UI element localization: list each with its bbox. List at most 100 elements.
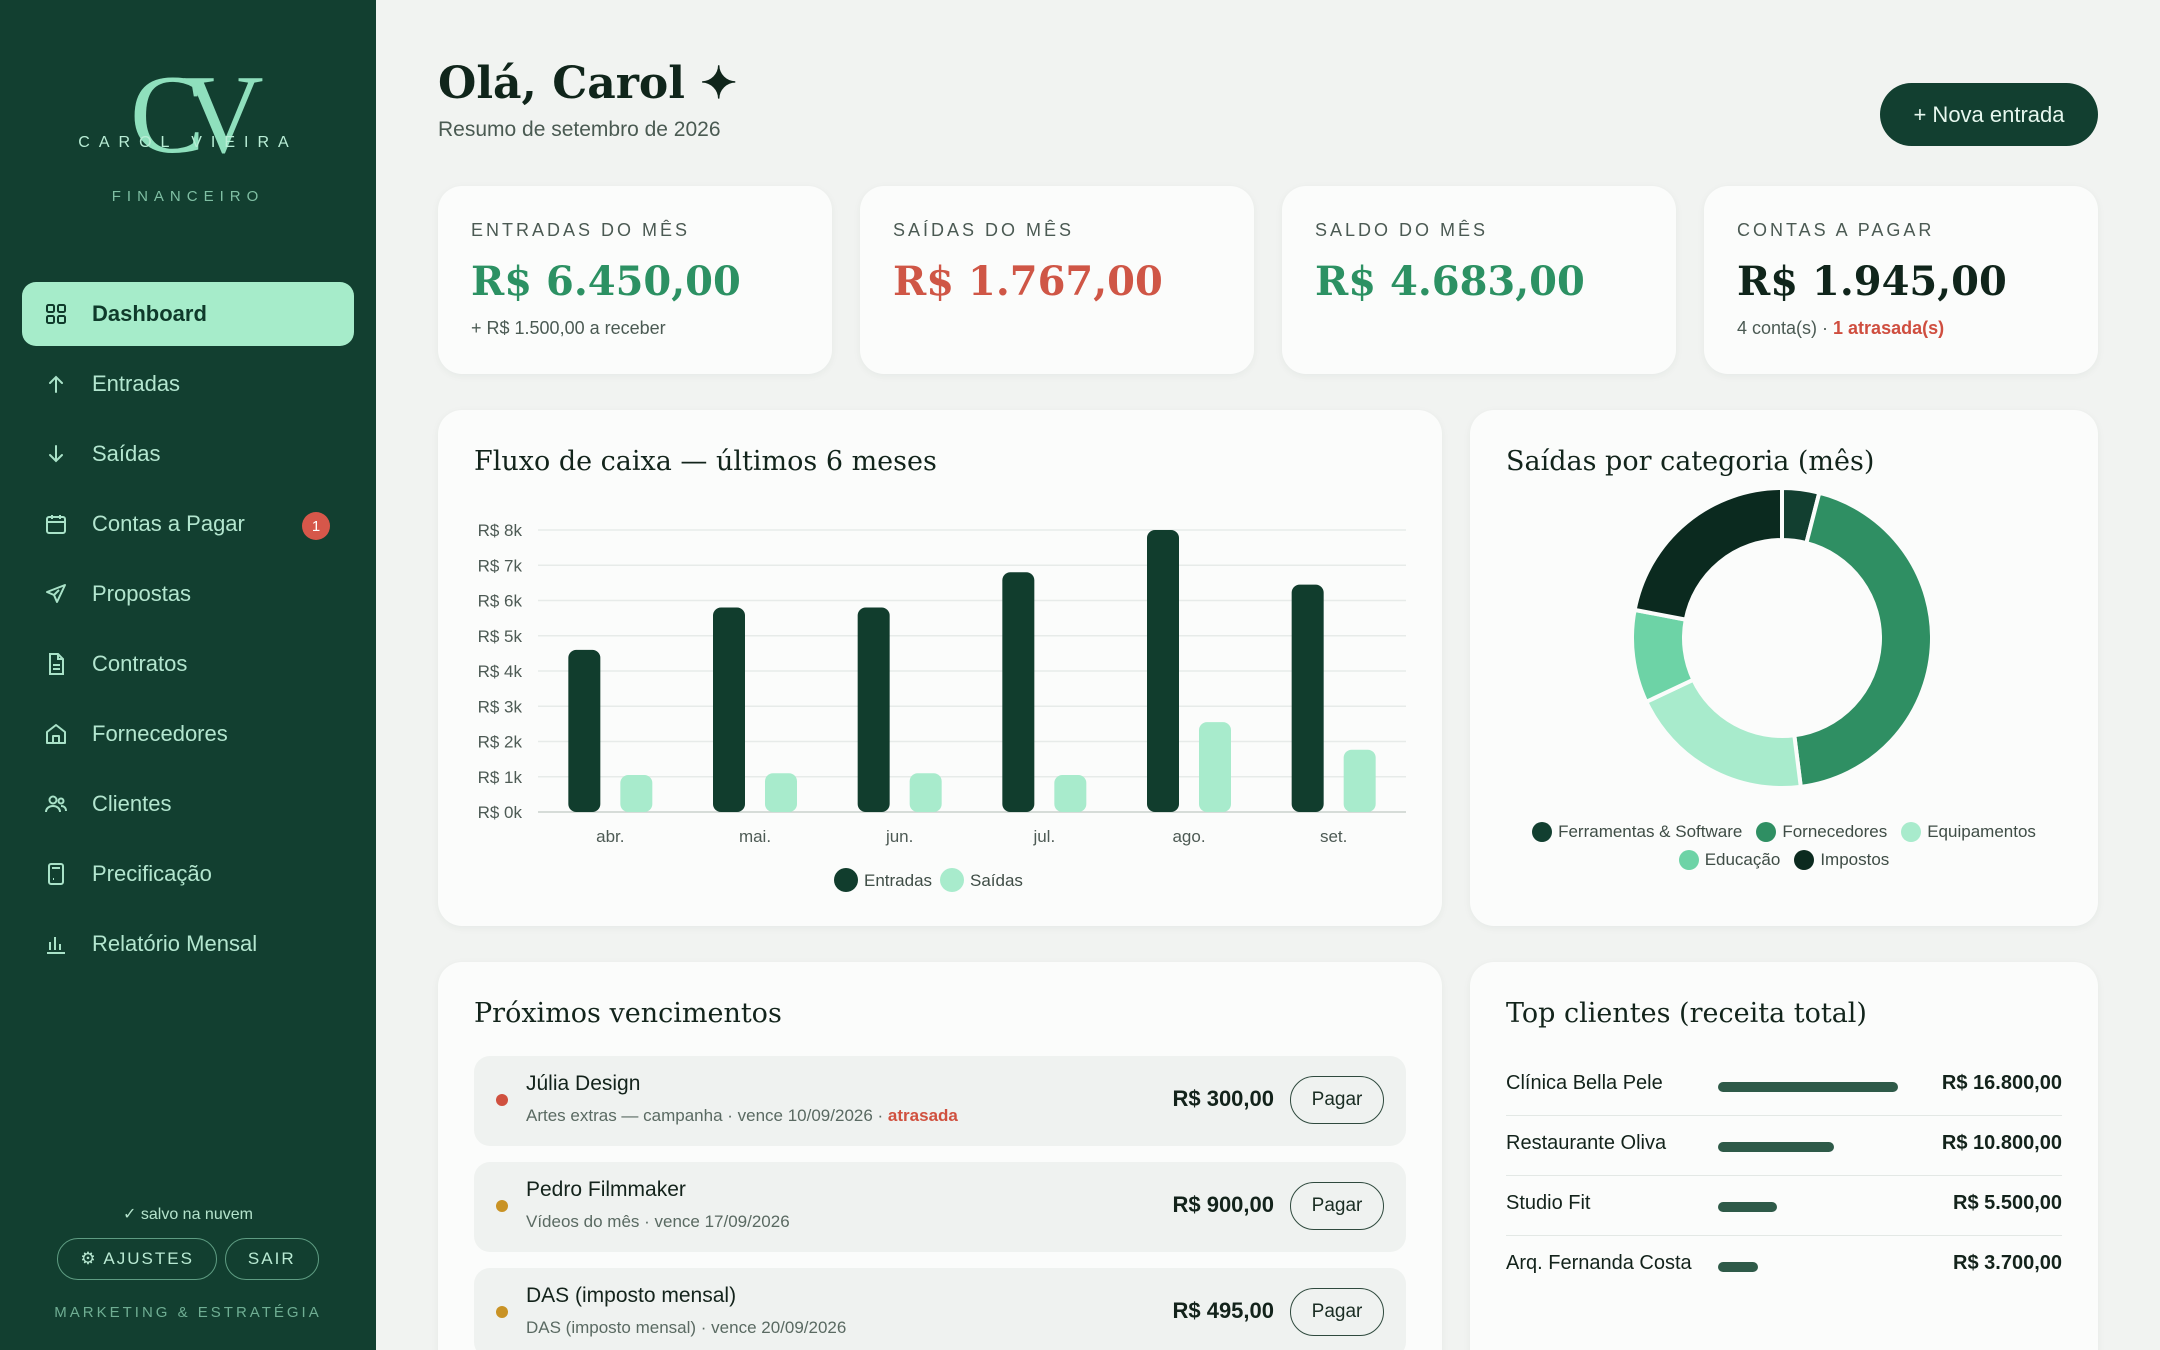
x-tick-label: set. xyxy=(1320,827,1347,846)
calendar-icon xyxy=(44,512,68,536)
brand-name: CAROL VIEIRA xyxy=(78,134,298,151)
legend-label: Fornecedores xyxy=(1782,822,1888,841)
expense-bar xyxy=(765,773,797,812)
legend-item: Educação xyxy=(1678,850,1781,870)
y-tick-label: R$ 6k xyxy=(478,592,523,611)
sidebar-footer: ✓ salvo na nuvem ⚙ AJUSTES SAIR MARKETIN… xyxy=(0,1204,376,1321)
legend-item: Impostos xyxy=(1794,850,1889,870)
x-tick-label: jun. xyxy=(885,827,913,846)
balance-card: SALDO DO MÊS R$ 4.683,00 xyxy=(1282,186,1676,374)
client-name: Studio Fit xyxy=(1506,1192,1591,1214)
sidebar-item-clientes[interactable]: Clientes xyxy=(22,772,354,836)
due-item-details: Artes extras — campanha · vence 10/09/20… xyxy=(526,1106,888,1125)
arrow-up-icon xyxy=(44,372,68,396)
bar-chart-icon xyxy=(44,932,68,956)
client-name: Arq. Fernanda Costa xyxy=(1506,1252,1692,1274)
income-card: ENTRADAS DO MÊS R$ 6.450,00 + R$ 1.500,0… xyxy=(438,186,832,374)
sidebar-item-label: Contratos xyxy=(92,651,188,676)
sidebar-item-precificacao[interactable]: Precificação xyxy=(22,842,354,906)
sidebar-item-propostas[interactable]: Propostas xyxy=(22,562,354,626)
sidebar-item-label: Entradas xyxy=(92,371,181,396)
pay-button[interactable]: Pagar xyxy=(1290,1288,1384,1336)
brand-subtitle: FINANCEIRO xyxy=(111,188,265,205)
sidebar-nav: Dashboard Entradas Saídas Contas a Pagar… xyxy=(22,282,354,982)
pay-button[interactable]: Pagar xyxy=(1290,1076,1384,1124)
legend-label: Equipamentos xyxy=(1927,822,2036,841)
income-bar xyxy=(713,607,745,812)
status-dot xyxy=(496,1200,508,1212)
sidebar-item-entradas[interactable]: Entradas xyxy=(22,352,354,416)
donut-slice xyxy=(1643,677,1804,790)
due-item[interactable]: DAS (imposto mensal) DAS (imposto mensal… xyxy=(474,1268,1406,1350)
expense-bar xyxy=(620,774,653,812)
legend-label: Educação xyxy=(1704,850,1781,869)
y-tick-label: R$ 8k xyxy=(478,521,523,540)
upcoming-title: Próximos vencimentos xyxy=(474,998,782,1029)
client-revenue: R$ 3.700,00 xyxy=(1953,1252,2062,1274)
sidebar-item-relatorio-mensal[interactable]: Relatório Mensal xyxy=(22,912,354,976)
legend-swatch xyxy=(1794,850,1815,870)
legend-label: Impostos xyxy=(1820,850,1890,869)
new-entry-button[interactable]: + Nova entrada xyxy=(1880,83,2098,146)
legend-item: Ferramentas & Software xyxy=(1532,822,1742,842)
legend-item: Equipamentos xyxy=(1901,822,2036,842)
settings-button[interactable]: ⚙ AJUSTES xyxy=(57,1238,217,1280)
status-dot xyxy=(496,1306,508,1318)
pay-button[interactable]: Pagar xyxy=(1290,1182,1384,1230)
expense-bar xyxy=(1054,774,1087,812)
y-tick-label: R$ 0k xyxy=(478,803,523,822)
legend-label: Entradas xyxy=(864,871,932,890)
payables-late: 1 atrasada(s) xyxy=(1833,318,1945,338)
due-item-name: Pedro Filmmaker xyxy=(526,1178,686,1201)
cashflow-card: Fluxo de caixa — últimos 6 meses R$ 0k R$… xyxy=(438,410,1442,926)
donut-slice xyxy=(1792,490,1934,790)
due-item-desc: DAS (imposto mensal) · vence 20/09/2026 xyxy=(526,1318,847,1337)
sidebar-item-label: Clientes xyxy=(92,791,172,816)
users-icon xyxy=(44,792,68,816)
sidebar-tagline: MARKETING & ESTRATÉGIA xyxy=(54,1304,322,1321)
cashflow-bar-chart: R$ 0k R$ 1k R$ 2k R$ 3k R$ 4k R$ 5k R$ 6k R$ 7k… xyxy=(478,521,1406,892)
expenses-label: SAÍDAS DO MÊS xyxy=(893,220,1075,240)
client-name: Clínica Bella Pele xyxy=(1506,1072,1663,1094)
y-tick-label: R$ 3k xyxy=(478,697,523,716)
due-item[interactable]: Pedro Filmmaker Vídeos do mês · vence 17… xyxy=(474,1162,1406,1252)
income-bar xyxy=(568,649,601,812)
sidebar-item-label: Dashboard xyxy=(92,301,207,326)
client-revenue-bar xyxy=(1718,1262,1758,1272)
payables-note: 4 conta(s) · 1 atrasada(s) xyxy=(1737,318,1944,339)
sidebar-item-fornecedores[interactable]: Fornecedores xyxy=(22,702,354,766)
client-revenue: R$ 5.500,00 xyxy=(1953,1192,2062,1214)
payables-count: 4 conta(s) · xyxy=(1737,318,1834,338)
due-item-name: DAS (imposto mensal) xyxy=(526,1284,737,1307)
payables-label: CONTAS A PAGAR xyxy=(1737,220,1935,240)
client-row: Studio Fit R$ 5.500,00 xyxy=(1506,1176,2062,1236)
categories-legend: Ferramentas & Software Fornecedores Equipa… xyxy=(1510,822,2058,870)
client-name: Restaurante Oliva xyxy=(1506,1132,1667,1154)
payables-value: R$ 1.945,00 xyxy=(1737,258,2007,305)
expense-bar xyxy=(1343,749,1376,812)
legend-swatch xyxy=(940,868,964,892)
sidebar-item-dashboard[interactable]: Dashboard xyxy=(22,282,354,346)
x-tick-label: jul. xyxy=(1032,827,1055,846)
client-row: Restaurante Oliva R$ 10.800,00 xyxy=(1506,1116,2062,1176)
sidebar-item-saidas[interactable]: Saídas xyxy=(22,422,354,486)
y-tick-label: R$ 7k xyxy=(478,556,523,575)
income-bar xyxy=(857,607,890,812)
dashboard-icon xyxy=(44,302,68,326)
sidebar-item-contratos[interactable]: Contratos xyxy=(22,632,354,696)
income-label: ENTRADAS DO MÊS xyxy=(471,220,691,240)
page-subtitle: Resumo de setembro de 2026 xyxy=(438,118,721,141)
brand-monogram: CV xyxy=(130,53,264,177)
calculator-icon xyxy=(44,862,68,886)
legend-swatch xyxy=(1532,822,1553,842)
x-tick-label: mai. xyxy=(739,827,771,846)
brand-logo: CV CAROL VIEIRA FINANCEIRO xyxy=(0,53,376,220)
legend-swatch xyxy=(1678,850,1699,870)
x-tick-label: abr. xyxy=(596,827,624,846)
sidebar-item-contas-a-pagar[interactable]: Contas a Pagar 1 xyxy=(22,492,354,556)
logout-button[interactable]: SAIR xyxy=(224,1238,319,1280)
categories-title: Saídas por categoria (mês) xyxy=(1506,446,1875,477)
top-clients-title: Top clientes (receita total) xyxy=(1506,998,1867,1029)
client-revenue-bar xyxy=(1718,1142,1834,1152)
due-item[interactable]: Júlia Design Artes extras — campanha · v… xyxy=(474,1056,1406,1146)
